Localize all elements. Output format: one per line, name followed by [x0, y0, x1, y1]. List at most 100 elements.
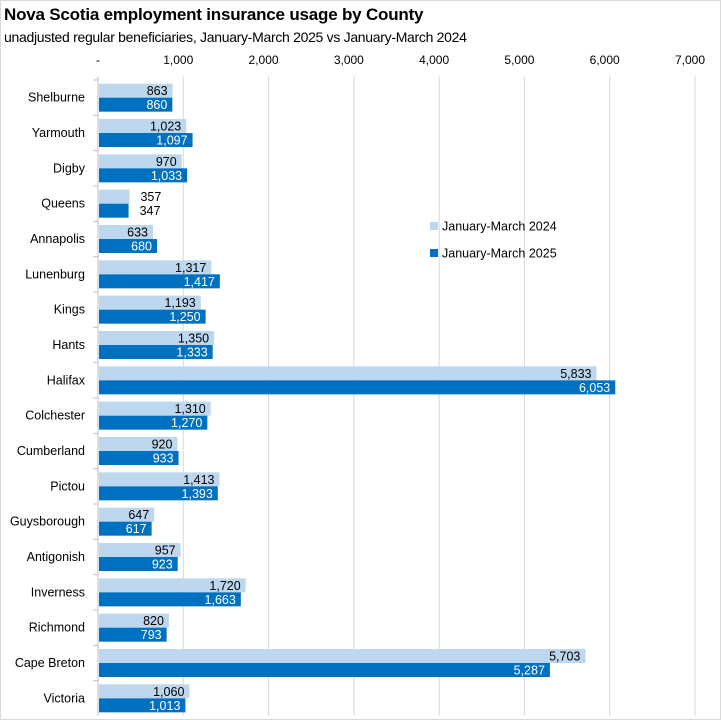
bar-2024	[99, 437, 178, 451]
bar-2025	[99, 133, 193, 147]
bar-2025	[99, 663, 550, 677]
bar-2025	[99, 451, 179, 465]
bar-2024	[99, 507, 155, 522]
x-tick-label: 3,000	[334, 53, 364, 67]
category-label: Cape Breton	[15, 656, 85, 670]
category-label: Hants	[52, 338, 85, 352]
bar-2025	[99, 380, 616, 395]
category-label: Lunenburg	[25, 267, 85, 281]
x-tick-label: 6,000	[590, 53, 620, 67]
category-label: Antigonish	[27, 550, 85, 564]
data-label: 1,393	[182, 487, 213, 501]
data-label: 1,720	[209, 579, 240, 593]
bar-2024	[99, 189, 130, 204]
data-label: 1,023	[150, 120, 181, 134]
data-label: 1,097	[156, 134, 187, 148]
legend-label: January-March 2025	[442, 247, 557, 261]
gridlines	[93, 76, 696, 716]
data-label: 1,310	[174, 402, 205, 416]
data-label: 1,663	[205, 593, 236, 607]
category-label: Richmond	[29, 621, 85, 635]
data-label: 970	[156, 155, 177, 169]
category-label: Annapolis	[30, 232, 85, 246]
data-label: 860	[146, 98, 167, 112]
chart-title: Nova Scotia employment insurance usage b…	[4, 5, 424, 24]
category-label: Yarmouth	[32, 126, 85, 140]
category-label: Digby	[53, 161, 86, 175]
data-label: 6,053	[579, 381, 610, 395]
legend-swatch	[430, 222, 438, 230]
bar-2024	[99, 684, 190, 699]
bar-2024	[99, 119, 187, 133]
bar-2024	[99, 578, 246, 593]
data-label: 1,033	[151, 169, 182, 183]
data-label: 1,270	[171, 416, 202, 430]
data-label: 5,287	[514, 664, 545, 678]
bar-2025	[99, 309, 206, 324]
bar-2025	[99, 415, 208, 430]
bar-2024	[99, 331, 215, 345]
data-label: 920	[152, 438, 173, 452]
x-tick-label: 5,000	[504, 53, 534, 67]
data-label: 633	[127, 226, 148, 240]
data-label: 5,833	[560, 367, 591, 381]
data-label: 680	[131, 240, 152, 254]
data-label: 1,333	[176, 346, 207, 360]
x-tick-label: 1,000	[163, 53, 193, 67]
bar-2025	[99, 274, 220, 289]
bar-2025	[99, 239, 157, 253]
bar-2025	[99, 97, 173, 112]
bar-2025	[99, 345, 213, 359]
category-label: Colchester	[25, 409, 85, 423]
bar-2024	[99, 613, 169, 628]
data-label: 357	[140, 190, 161, 204]
legend-label: January-March 2024	[442, 220, 557, 234]
bar-2024	[99, 154, 182, 169]
bar-2024	[99, 401, 211, 416]
x-tick-label: 7,000	[675, 53, 705, 67]
data-label: 1,250	[169, 310, 200, 324]
data-label: 1,417	[184, 275, 215, 289]
data-label: 647	[128, 508, 149, 522]
category-label: Queens	[41, 197, 85, 211]
x-tick-label: 4,000	[419, 53, 449, 67]
bar-2025	[99, 486, 218, 501]
category-label: Kings	[54, 303, 85, 317]
data-label: 1,317	[175, 261, 206, 275]
x-axis-ticks: - 1,000 2,000 3,000 4,000 5,000 6,000 7,000	[96, 53, 705, 67]
data-label: 923	[152, 558, 173, 572]
bar-2024	[99, 472, 220, 487]
category-label: Cumberland	[17, 444, 85, 458]
bar-2025	[99, 521, 152, 536]
category-label: Halifax	[47, 373, 86, 387]
category-label: Guysborough	[10, 515, 85, 529]
bar-2024	[99, 225, 153, 239]
bar-2024	[99, 295, 201, 310]
bar-2025	[99, 557, 178, 571]
bar-2025	[99, 627, 167, 642]
bar-2025	[99, 203, 129, 218]
category-label: Inverness	[31, 585, 85, 599]
legend: January-March 2024 January-March 2025	[430, 220, 557, 261]
data-label: 1,013	[149, 699, 180, 713]
bar-2024	[99, 543, 181, 557]
category-label: Victoria	[44, 691, 86, 705]
legend-swatch	[430, 249, 438, 257]
x-tick-label: 2,000	[249, 53, 279, 67]
bar-2024	[99, 83, 173, 98]
category-labels: Shelburne Yarmouth Digby Queens Annapolis Lun…	[10, 91, 86, 706]
category-label: Pictou	[50, 479, 85, 493]
data-label: 1,350	[178, 332, 209, 346]
data-label: 863	[147, 84, 168, 98]
bar-2024	[99, 260, 212, 275]
chart-subtitle: unadjusted regular beneficiaries, Januar…	[4, 29, 467, 45]
data-label: 5,703	[549, 650, 580, 664]
data-label: 1,413	[183, 473, 214, 487]
data-label: 1,060	[153, 685, 184, 699]
bar-2025	[99, 168, 188, 183]
data-label: 617	[126, 522, 147, 536]
data-label: 957	[155, 544, 176, 558]
category-label: Shelburne	[28, 91, 85, 105]
bar-2025	[99, 592, 241, 607]
